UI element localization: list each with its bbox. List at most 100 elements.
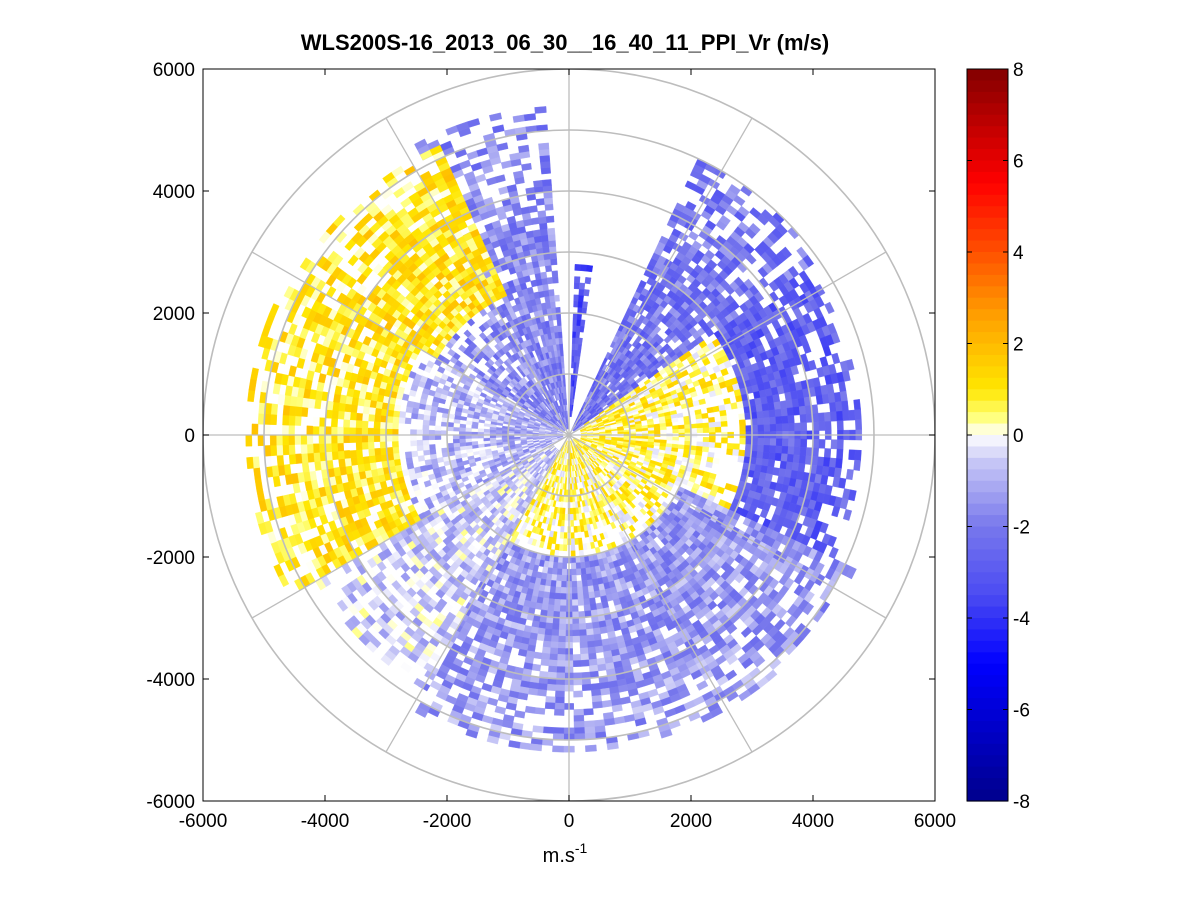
velocity-cell	[588, 664, 599, 673]
velocity-cell	[532, 229, 542, 238]
velocity-cell	[585, 264, 594, 273]
velocity-cell	[459, 441, 467, 447]
velocity-cell	[569, 495, 573, 503]
velocity-cell	[581, 580, 588, 588]
velocity-cell	[551, 623, 560, 631]
velocity-cell	[702, 357, 711, 367]
velocity-cell	[579, 325, 585, 333]
velocity-cell	[853, 459, 861, 471]
velocity-cell	[830, 411, 838, 422]
velocity-cell	[557, 331, 563, 339]
velocity-cell	[684, 436, 692, 442]
velocity-cell	[581, 683, 592, 692]
velocity-cell	[525, 230, 535, 239]
velocity-cell	[572, 660, 582, 668]
velocity-cell	[629, 431, 637, 435]
velocity-cell	[647, 436, 655, 440]
velocity-cell	[591, 689, 602, 697]
velocity-cell	[696, 423, 704, 429]
velocity-cell	[601, 699, 613, 708]
velocity-cell	[558, 623, 566, 631]
velocity-cell	[800, 438, 808, 448]
velocity-cell	[561, 568, 567, 576]
velocity-cell	[578, 337, 583, 345]
velocity-cell	[769, 438, 777, 447]
velocity-cell	[802, 254, 815, 268]
velocity-cell	[708, 421, 716, 428]
velocity-cell	[570, 562, 577, 570]
velocity-cell	[698, 398, 706, 406]
velocity-cell	[769, 416, 777, 425]
velocity-cell	[775, 423, 783, 432]
velocity-cell	[570, 538, 575, 546]
velocity-cell	[549, 647, 559, 655]
velocity-cell	[592, 701, 603, 709]
velocity-cell	[635, 428, 643, 432]
velocity-cell	[535, 198, 546, 206]
velocity-cell	[720, 415, 728, 422]
velocity-cell	[714, 421, 722, 428]
velocity-cell	[569, 489, 573, 497]
velocity-cell	[582, 586, 589, 594]
velocity-cell	[738, 419, 746, 427]
velocity-cell	[708, 442, 716, 449]
velocity-cell	[708, 437, 716, 443]
velocity-cell	[585, 628, 594, 636]
velocity-cell	[417, 455, 426, 462]
velocity-cell	[793, 446, 801, 456]
velocity-cell	[583, 720, 595, 728]
velocity-cell	[540, 271, 548, 280]
velocity-cell	[547, 227, 556, 236]
velocity-cell	[547, 233, 556, 242]
velocity-cell	[794, 422, 802, 432]
velocity-cell	[730, 402, 738, 410]
velocity-cell	[578, 288, 585, 296]
velocity-cell	[565, 471, 568, 478]
velocity-cell	[732, 443, 740, 451]
velocity-cell	[753, 291, 765, 303]
velocity-cell	[573, 721, 585, 729]
velocity-cell	[763, 438, 771, 446]
velocity-cell	[560, 593, 567, 600]
velocity-cell	[573, 294, 580, 302]
velocity-cell	[544, 264, 553, 273]
velocity-cell	[585, 744, 597, 753]
velocity-cell	[556, 654, 566, 661]
velocity-cell	[762, 410, 770, 419]
velocity-cell	[524, 705, 536, 714]
velocity-cell	[544, 702, 556, 710]
velocity-cell	[701, 412, 709, 419]
velocity-cell	[579, 647, 589, 655]
velocity-cell	[588, 591, 596, 599]
velocity-cell	[538, 142, 550, 151]
velocity-cell	[763, 444, 771, 453]
velocity-cell	[576, 580, 583, 588]
velocity-cell	[533, 179, 544, 188]
velocity-cell	[792, 454, 801, 464]
velocity-cell	[591, 695, 602, 703]
velocity-cell	[788, 422, 795, 432]
velocity-cell	[563, 379, 566, 387]
velocity-cell	[576, 586, 584, 594]
velocity-cell	[537, 682, 548, 691]
velocity-cell	[544, 203, 554, 211]
velocity-cell	[571, 337, 577, 344]
velocity-cell	[580, 319, 586, 327]
velocity-cell	[592, 627, 601, 636]
velocity-cell	[775, 445, 783, 454]
velocity-cell	[577, 592, 584, 600]
velocity-cell	[536, 689, 547, 697]
velocity-cell	[550, 574, 558, 582]
velocity-cell	[548, 592, 556, 600]
velocity-cell	[701, 446, 710, 453]
velocity-cell	[756, 451, 764, 460]
velocity-cell	[572, 318, 578, 326]
velocity-cell	[549, 586, 556, 594]
velocity-cell	[555, 580, 562, 588]
velocity-cell	[823, 448, 832, 459]
velocity-cell	[533, 651, 543, 660]
velocity-cell	[678, 424, 685, 430]
velocity-cell	[543, 634, 552, 642]
velocity-cell	[773, 401, 782, 410]
velocity-cell	[492, 124, 505, 134]
